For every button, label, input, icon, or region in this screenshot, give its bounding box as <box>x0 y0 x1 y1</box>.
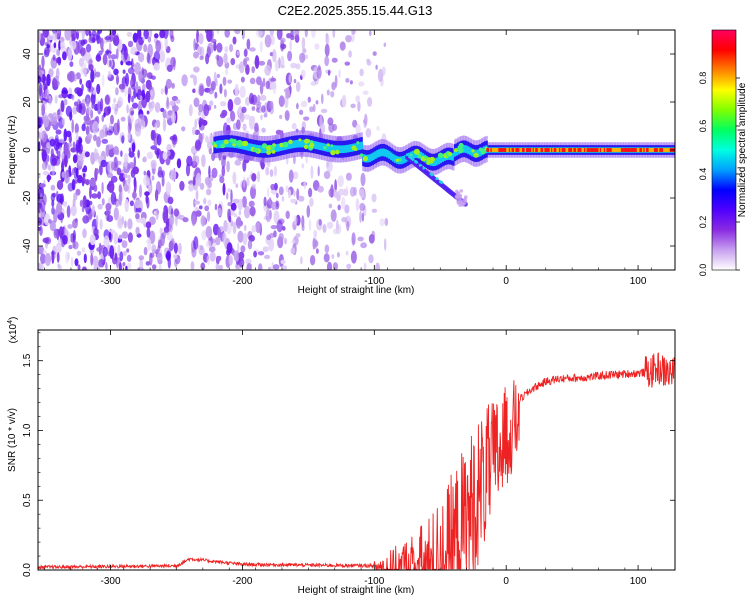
colorbar-gradient <box>711 29 737 271</box>
snr-axes: -300 -200 -100 0 100 0.0 0.5 1.0 1.5 <box>22 330 675 587</box>
colorbar-tick-label: 0.2 <box>698 216 708 229</box>
colorbar-tick-label: 0.4 <box>698 168 708 181</box>
colorbar-label: Normalized spectral amplitude <box>737 82 748 217</box>
y-tick-label: -20 <box>22 190 33 205</box>
snr-frame <box>37 329 676 571</box>
spectrogram-ylabel: Frequency (Hz) <box>7 116 18 185</box>
y-tick-label: 20 <box>22 96 33 108</box>
snr-scale-label: (x104) <box>7 317 19 344</box>
x-tick-label: -200 <box>232 276 252 287</box>
y-tick-label: 0.5 <box>22 493 33 507</box>
spectrogram-xlabel: Height of straight line (km) <box>298 285 415 296</box>
snr-xlabel: Height of straight line (km) <box>298 585 415 596</box>
y-tick-label: -40 <box>22 238 33 253</box>
x-tick-label: 100 <box>630 576 647 587</box>
figure-title: C2E2.2025.355.15.44.G13 <box>278 3 433 18</box>
spectrogram-image <box>38 30 675 270</box>
x-tick-label: -100 <box>364 276 384 287</box>
x-tick-label: 100 <box>630 276 647 287</box>
x-tick-label: -100 <box>364 576 384 587</box>
x-tick-label: 0 <box>503 276 509 287</box>
colorbar-tick-label: 0.0 <box>698 264 708 277</box>
y-tick-label: 1.0 <box>22 423 33 437</box>
y-tick-label: 0.0 <box>22 563 33 577</box>
colorbar-ticks: 0.0 0.2 0.4 0.6 0.8 <box>698 72 740 277</box>
x-tick-label: -300 <box>101 276 121 287</box>
colorbar: 0.0 0.2 0.4 0.6 0.8 Normalized spectral ampl… <box>698 29 748 277</box>
snr-line <box>38 352 675 570</box>
x-tick-label: -300 <box>101 576 121 587</box>
snr-ylabel: SNR (10 * v/v) <box>7 408 18 472</box>
x-tick-label: -200 <box>232 576 252 587</box>
y-tick-label: 1.5 <box>22 353 33 367</box>
y-tick-label: 0 <box>22 147 33 153</box>
snr-plot <box>38 352 675 570</box>
x-tick-label: 0 <box>503 576 509 587</box>
y-tick-label: 40 <box>22 48 33 60</box>
spectrogram-plot <box>38 30 675 270</box>
colorbar-tick-label: 0.6 <box>698 120 708 133</box>
snr-panel: -300 -200 -100 0 100 0.0 0.5 1.0 1.5 Height of s… <box>7 317 676 596</box>
colorbar-tick-label: 0.8 <box>698 72 708 85</box>
snr-scale-exponent: 4 <box>7 320 14 324</box>
